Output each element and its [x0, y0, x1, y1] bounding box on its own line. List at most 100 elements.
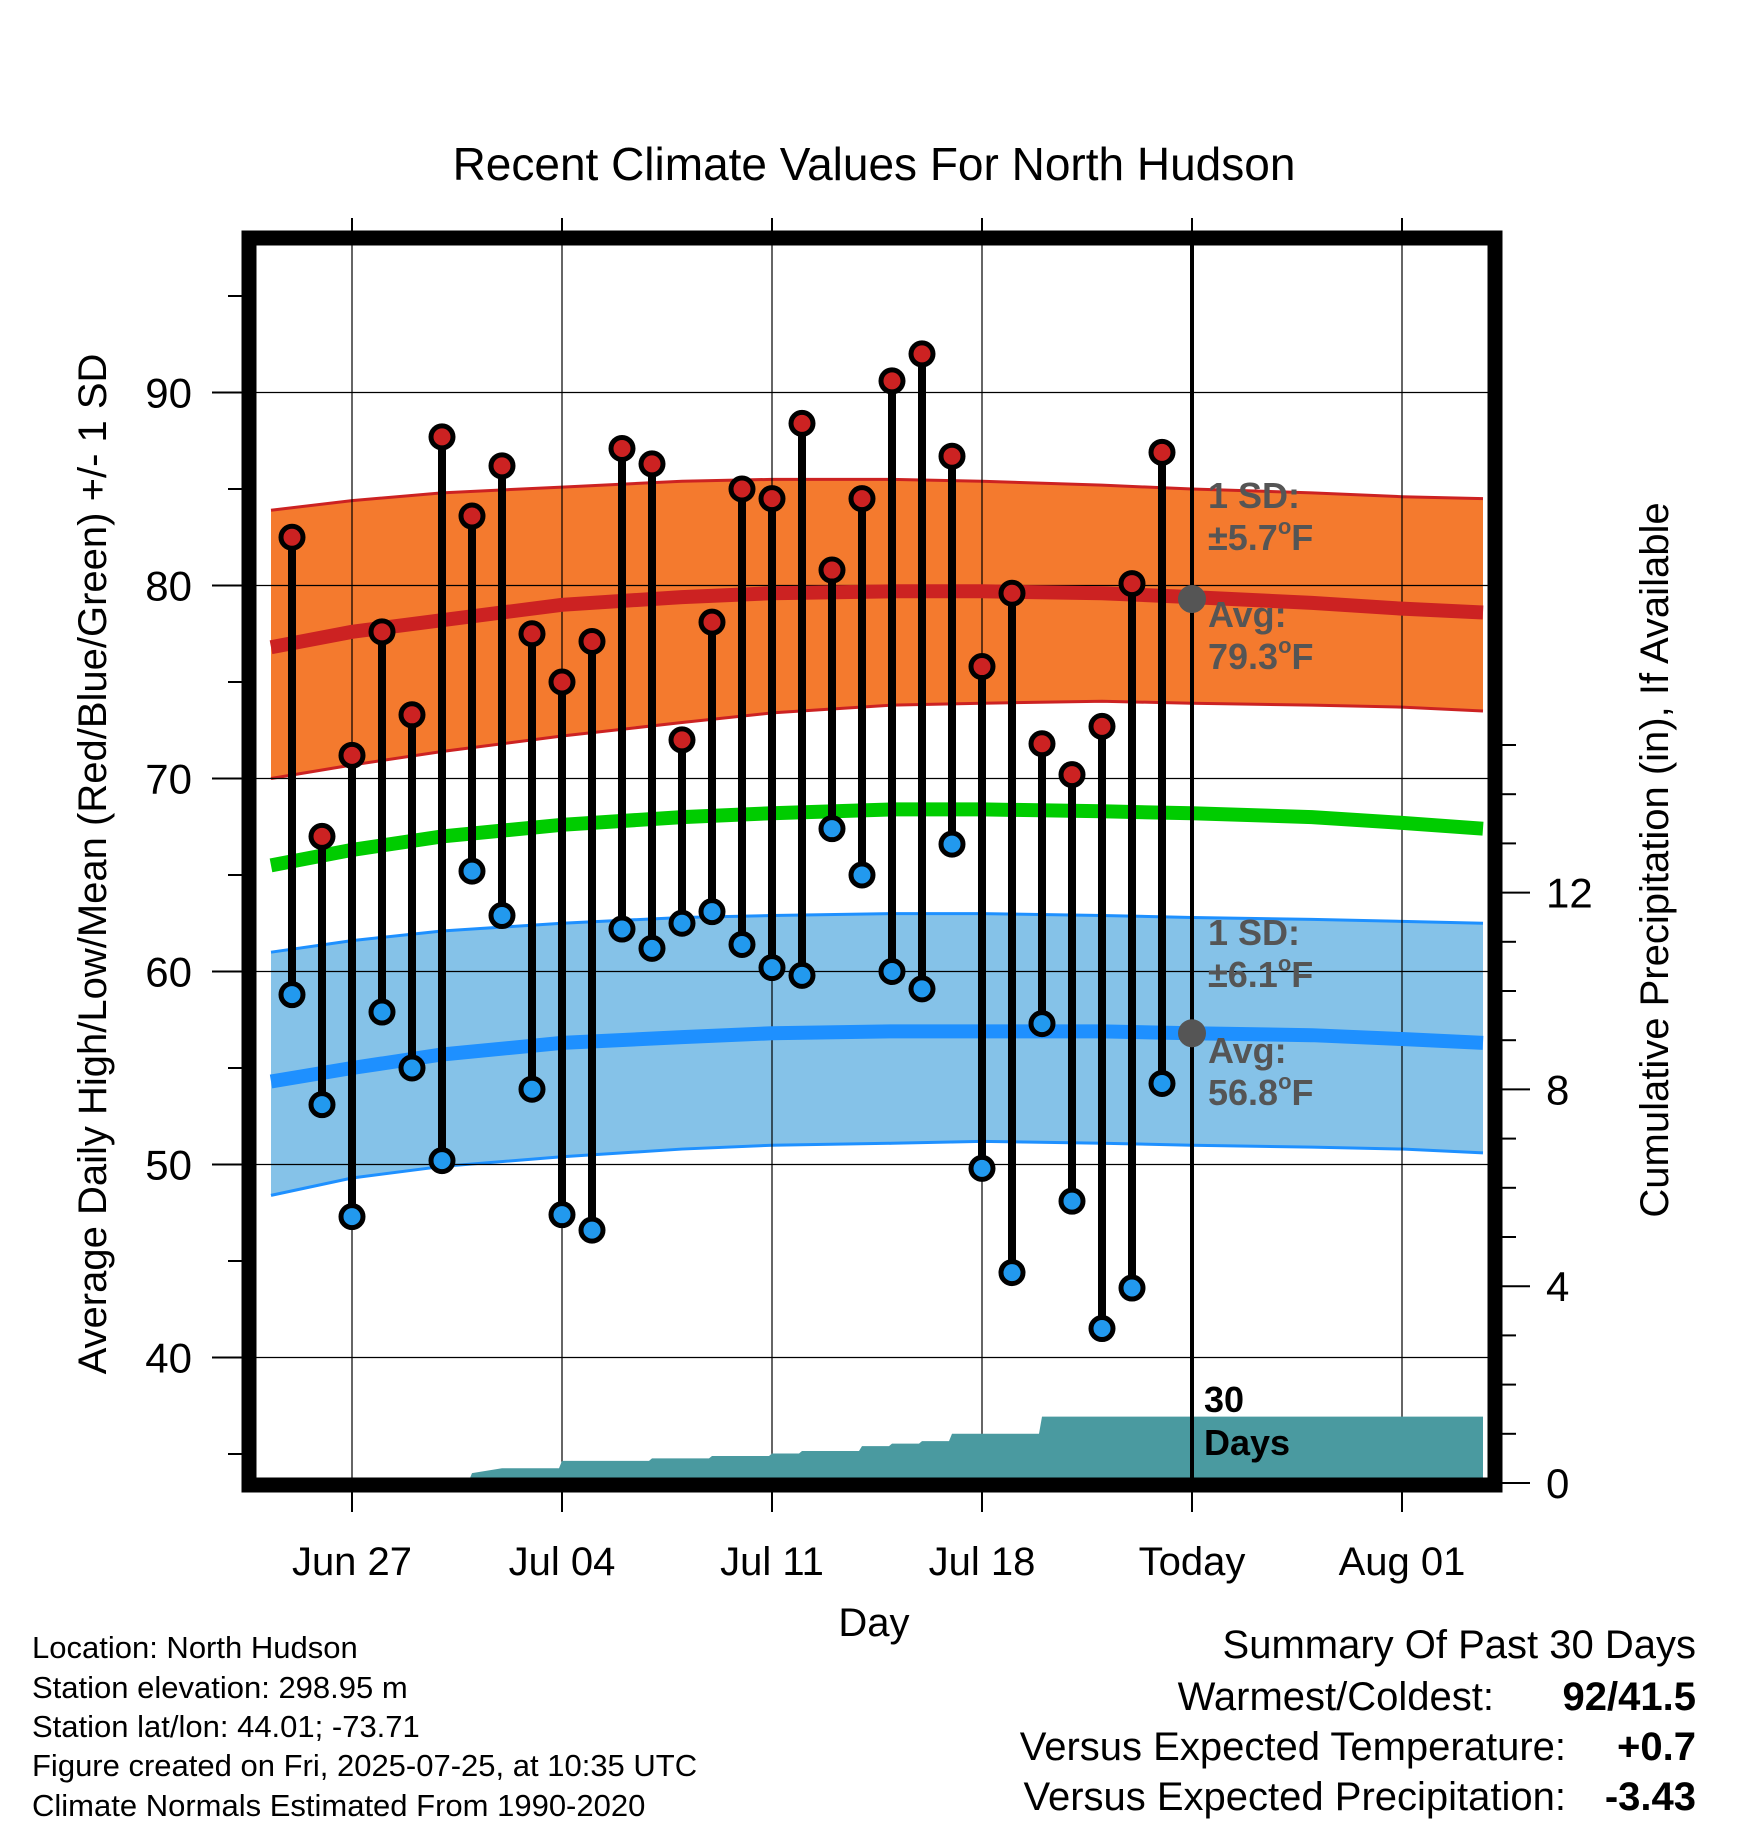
daily-low-point: [1088, 1315, 1116, 1343]
daily-high-point: [488, 452, 516, 480]
daily-low-point: [878, 958, 906, 985]
footer-latlon: Station lat/lon: 44.01; -73.71: [32, 1709, 420, 1744]
y-tick-label: 60: [145, 949, 192, 996]
y-right-tick-label: 8: [1546, 1066, 1569, 1113]
daily-high-point: [578, 627, 606, 655]
y-tick-label: 80: [145, 563, 192, 610]
daily-low-point: [308, 1091, 336, 1119]
x-tick-label: Jul 11: [720, 1540, 824, 1584]
summary-block: Summary Of Past 30 Days Warmest/Coldest:…: [1020, 1623, 1696, 1819]
y-right-tick-label: 4: [1546, 1263, 1569, 1310]
daily-low-point: [1148, 1069, 1176, 1097]
summary-warmest-value: 92/41.5: [1563, 1675, 1696, 1719]
daily-high-point: [1088, 712, 1116, 740]
high-avg-value: 79.3oF: [1208, 633, 1314, 677]
high-sd-degree: o: [1278, 514, 1291, 539]
y-right-tick-label: 0: [1546, 1460, 1569, 1507]
daily-points-layer: [278, 340, 1206, 1343]
high-sd-number: ±5.7: [1208, 517, 1278, 558]
high-sd-label: 1 SD:: [1208, 475, 1300, 516]
daily-range-layer: [288, 353, 1166, 1329]
high-avg-label: Avg:: [1208, 594, 1287, 635]
low-avg-degree: o: [1278, 1069, 1291, 1094]
precipitation-layer: [271, 245, 1483, 1483]
daily-low-point: [518, 1075, 546, 1103]
daily-low-point: [938, 830, 966, 858]
daily-low-point: [908, 975, 936, 1003]
summary-temp-label: Versus Expected Temperature:: [1020, 1725, 1566, 1769]
daily-high-point: [668, 726, 696, 754]
y-right-tick-label: 12: [1546, 870, 1593, 917]
annotations: 1 SD: ±5.7oF Avg: 79.3oF 1 SD: ±6.1oF Av…: [1208, 475, 1314, 1113]
daily-high-point: [608, 434, 636, 462]
daily-high-point: [548, 668, 576, 696]
daily-high-point: [368, 618, 396, 646]
plot-frame-layer: [241, 230, 1503, 1493]
summary-temp-value: +0.7: [1617, 1725, 1696, 1769]
summary-heading: Summary Of Past 30 Days: [1223, 1623, 1696, 1667]
precipitation-area: [271, 1416, 1483, 1483]
daily-high-point: [1058, 761, 1086, 789]
today-high-average-marker: [1178, 585, 1206, 614]
daily-high-point: [968, 653, 996, 681]
x-tick-label: Jul 04: [509, 1540, 616, 1584]
summary-warmest-label: Warmest/Coldest:: [1178, 1675, 1494, 1719]
daily-low-point: [608, 915, 636, 943]
daily-low-point: [788, 961, 816, 989]
high-sd-unit: F: [1291, 517, 1313, 558]
daily-high-point: [428, 423, 456, 451]
mean-average-line: [269, 802, 1484, 873]
low-avg-label: Avg:: [1208, 1030, 1287, 1071]
footer-normals: Climate Normals Estimated From 1990-2020: [32, 1788, 645, 1823]
daily-low-point: [638, 934, 666, 962]
high-sd-value: ±5.7oF: [1208, 514, 1313, 558]
daily-high-point: [998, 579, 1026, 607]
plot-frame: [241, 230, 1503, 1493]
daily-low-point: [338, 1203, 366, 1231]
x-tick-label: Jul 18: [929, 1540, 1036, 1584]
x-tick-label: Aug 01: [1339, 1540, 1466, 1584]
daily-low-point: [848, 861, 876, 889]
y-tick-label: 70: [145, 756, 192, 803]
daily-high-point: [788, 409, 816, 437]
today-low-average-marker: [1178, 1019, 1206, 1048]
daily-low-point: [398, 1054, 426, 1082]
daily-high-point: [338, 741, 366, 769]
low-sd-number: ±6.1: [1208, 954, 1278, 995]
daily-low-point: [488, 902, 516, 930]
low-avg-number: 56.8: [1208, 1072, 1278, 1113]
station-info: Location: North Hudson Station elevation…: [32, 1630, 697, 1823]
daily-low-point: [428, 1147, 456, 1175]
daily-low-point: [1118, 1274, 1146, 1302]
daily-low-point: [758, 954, 786, 982]
daily-high-point: [908, 340, 936, 368]
daily-low-point: [668, 909, 696, 937]
high-avg-unit: F: [1292, 636, 1314, 677]
daily-high-point: [938, 442, 966, 470]
low-avg-value: 56.8oF: [1208, 1069, 1314, 1113]
low-avg-unit: F: [1292, 1072, 1314, 1113]
y-tick-label: 50: [145, 1142, 192, 1189]
daily-high-point: [818, 556, 846, 584]
low-sd-degree: o: [1278, 951, 1291, 976]
daily-high-point: [1028, 730, 1056, 758]
y-axis-right-label: Cumulative Precipitation (in), If Availa…: [1633, 502, 1677, 1217]
daily-high-point: [278, 523, 306, 551]
low-sd-unit: F: [1291, 954, 1313, 995]
daily-low-point: [278, 981, 306, 1009]
daily-low-point: [728, 930, 756, 958]
footer-elevation: Station elevation: 298.95 m: [32, 1670, 408, 1705]
summary-precip-label: Versus Expected Precipitation:: [1023, 1775, 1566, 1819]
daily-low-point: [818, 815, 846, 843]
daily-high-point: [698, 608, 726, 636]
daily-low-point: [458, 857, 486, 885]
tick-layer: 40 50 60 70 80 90 0 4 8 12 Jun 27 Jul 04 Jul 11 Jul 1…: [145, 218, 1593, 1584]
daily-low-point: [698, 898, 726, 926]
daily-high-point: [458, 502, 486, 530]
y-axis-label: Average Daily High/Low/Mean (Red/Blue/Gr…: [71, 354, 115, 1375]
daily-low-point: [368, 998, 396, 1026]
high-sd-band: [271, 479, 1483, 779]
daily-high-point: [848, 485, 876, 513]
daily-low-point: [1028, 1010, 1056, 1038]
